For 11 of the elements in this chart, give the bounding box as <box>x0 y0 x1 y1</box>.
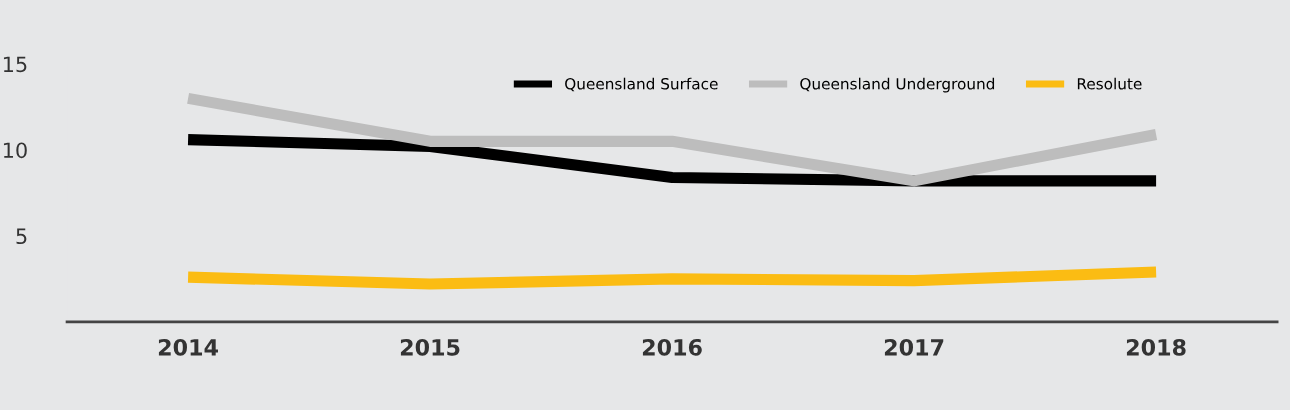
legend-label: Resolute <box>1077 77 1142 90</box>
legend-label: Queensland Surface <box>565 77 718 92</box>
y-tick-label: 5 <box>16 228 27 245</box>
x-tick-label: 2018 <box>1126 338 1186 356</box>
y-tick-label: 10 <box>3 142 27 159</box>
legend-label: Queensland Underground <box>800 77 995 93</box>
x-tick-label: 2017 <box>884 338 944 356</box>
x-tick-label: 2016 <box>642 338 702 356</box>
y-tick-label: 15 <box>3 56 27 73</box>
x-tick-label: 2014 <box>158 338 218 356</box>
x-tick-label: 2015 <box>400 338 460 356</box>
